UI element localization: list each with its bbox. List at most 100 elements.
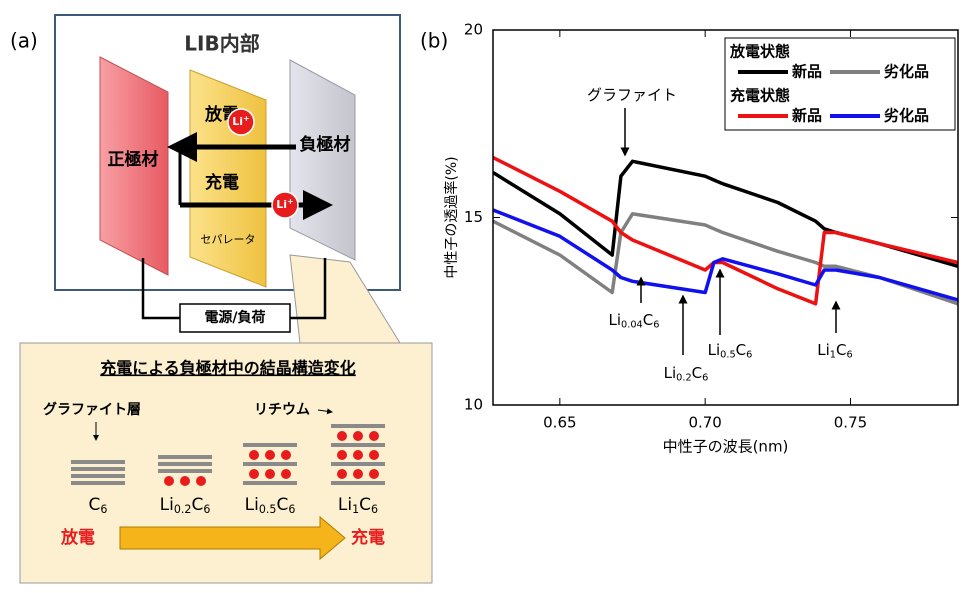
graphite-layer [331, 424, 385, 428]
lithium-atom [353, 431, 363, 441]
graphite-layer [158, 462, 212, 466]
graphite-layer [331, 443, 385, 447]
stage-label: C6 [89, 495, 108, 516]
lithium-atom [164, 476, 174, 486]
subscript: 6 [702, 373, 708, 384]
annotation: グラファイト [587, 86, 677, 104]
formula-part: C [836, 341, 846, 359]
legend-label: 劣化品 [884, 107, 929, 125]
formula-part: C [191, 495, 203, 515]
formula-part: Li [708, 341, 721, 359]
lithium-atom [265, 450, 275, 460]
formula-part: C [643, 311, 653, 329]
graphite-layer [331, 481, 385, 485]
annotation: Li0.5C6 [708, 341, 753, 361]
lithium-atom [369, 431, 379, 441]
subscript: 0.5 [720, 350, 736, 361]
stacks [71, 424, 385, 486]
anode-label: 負極材 [300, 134, 351, 155]
x-tick-label: 0.70 [688, 414, 721, 432]
power-label: 電源/負荷 [204, 309, 265, 326]
process-arrow [119, 515, 346, 561]
graphite-layer [71, 460, 125, 464]
lithium-atom [337, 431, 347, 441]
formula-part: Li [276, 198, 287, 211]
graphite-label: グラファイト層 [43, 401, 141, 418]
graphite-layer [158, 455, 212, 459]
series-line [493, 208, 958, 302]
stage-label: Li0.2C6 [160, 495, 211, 516]
lithium-atom [337, 469, 347, 479]
legend-label: 劣化品 [884, 63, 929, 81]
formula-part: Li [817, 341, 830, 359]
subscript: 6 [100, 503, 107, 516]
stage-label: Li1C6 [338, 495, 378, 516]
series-line [493, 159, 958, 268]
stage-label: Li0.5C6 [245, 495, 296, 516]
charge-label: 充電 [205, 172, 239, 193]
graphite-layer [243, 462, 297, 466]
separator-label: セパレータ [201, 233, 256, 246]
y-tick-label: 15 [464, 208, 483, 226]
lithium-atom [281, 469, 291, 479]
subscript: 0.2 [174, 503, 192, 516]
graphite-layer [158, 469, 212, 473]
x-axis-label: 中性子の波長(nm) [663, 438, 789, 456]
wire [290, 258, 327, 320]
superscript: + [287, 197, 294, 206]
annotation: Li0.2C6 [664, 364, 709, 384]
graphite-layer [71, 481, 125, 485]
series-group [493, 155, 958, 306]
lithium-atom [249, 469, 259, 479]
formula-part: C [692, 364, 702, 382]
lib-title: LIB内部 [184, 32, 259, 56]
subscript: 0.5 [259, 503, 277, 516]
pointer [317, 408, 333, 415]
subscript: 0.2 [676, 373, 692, 384]
graphite-layer [243, 481, 297, 485]
formula-part: Li [338, 495, 352, 515]
lithium-atom [265, 469, 275, 479]
lithium-atom [369, 450, 379, 460]
graphite-layer [331, 462, 385, 466]
annotation: Li1C6 [817, 341, 852, 361]
subscript: 6 [653, 320, 659, 331]
subscript: 6 [288, 503, 295, 516]
plot-frame [492, 29, 959, 406]
formula-part: C [736, 341, 746, 359]
y-tick-label: 20 [464, 21, 483, 39]
bottom-charge: 充電 [351, 527, 385, 548]
panel-label: (a) [10, 29, 38, 53]
legend-title: 放電状態 [729, 43, 790, 61]
superscript: + [243, 114, 250, 123]
graphite-layer [71, 474, 125, 478]
li-ion-label: Li+ [276, 197, 293, 212]
annotation: Li0.04C6 [609, 311, 660, 331]
subscript: 1 [830, 350, 836, 361]
formula-part: Li [245, 495, 259, 515]
lithium-atom [196, 476, 206, 486]
legend-label: 新品 [792, 107, 822, 125]
lithium-atom [249, 450, 259, 460]
formula-part: Li [609, 311, 622, 329]
series-line [493, 212, 958, 306]
graphite-layer [243, 443, 297, 447]
y-tick-label: 10 [464, 396, 483, 414]
legend-label: 新品 [792, 63, 822, 81]
lithium-atom [353, 469, 363, 479]
formula-part: C [89, 495, 101, 515]
x-tick-label: 0.75 [834, 414, 867, 432]
li-ion [227, 108, 255, 136]
lithium-atom [180, 476, 190, 486]
graphite-layer [71, 467, 125, 471]
formula-part: グラファイト [587, 86, 677, 104]
subscript: 0.04 [621, 320, 643, 331]
formula-part: Li [664, 364, 677, 382]
subscript: 1 [352, 503, 359, 516]
lithium-atom [281, 450, 291, 460]
anode-plate [289, 59, 356, 261]
li-ion-label: Li+ [232, 114, 249, 129]
subscript: 6 [847, 350, 853, 361]
y-axis-label: 中性子の透過率(%) [443, 156, 460, 278]
